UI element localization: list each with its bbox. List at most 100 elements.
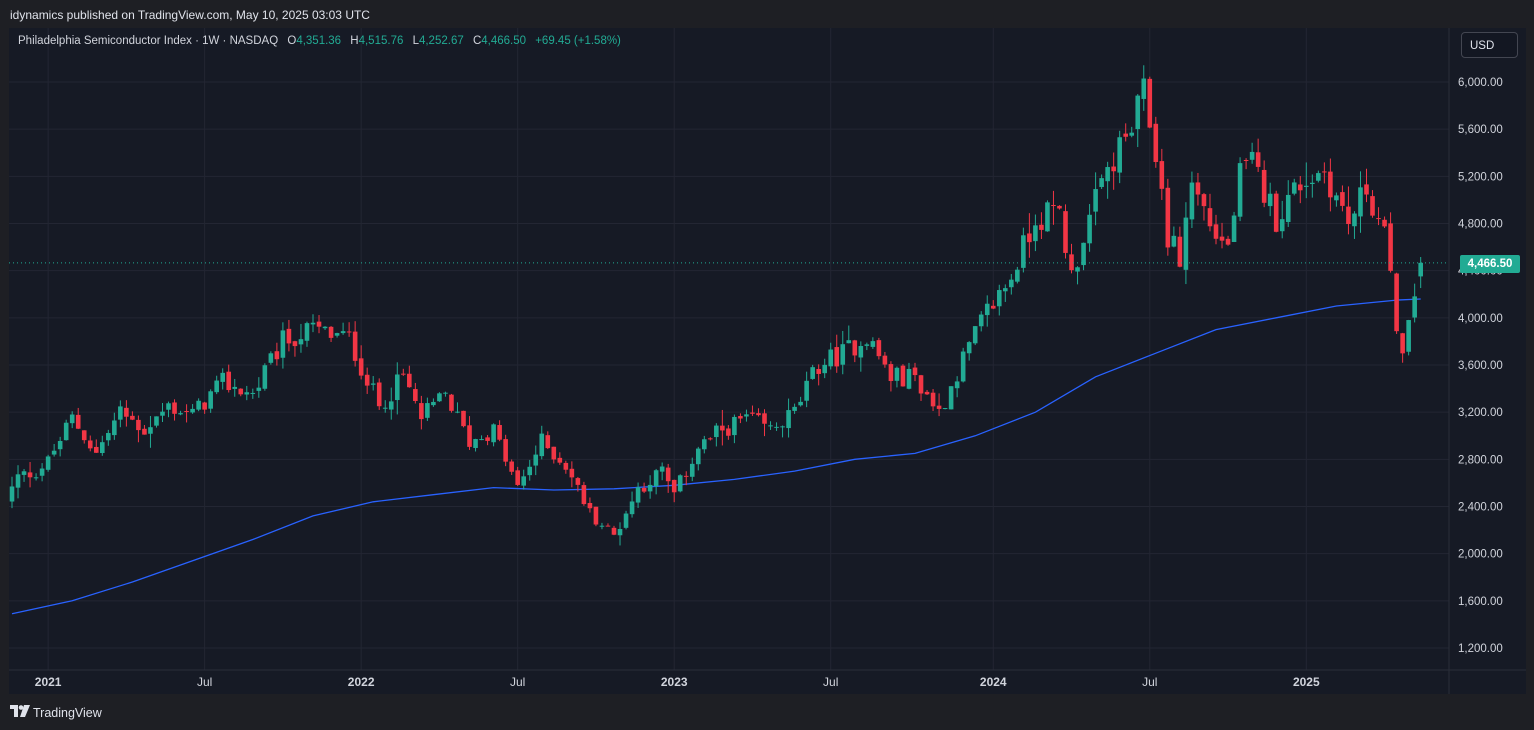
tradingview-logo-icon[interactable]	[10, 705, 30, 717]
y-tick-label: 3,200.00	[1458, 407, 1503, 419]
candle-body	[798, 401, 803, 406]
candle-body	[1400, 333, 1405, 354]
candle-body	[960, 351, 966, 382]
candle-body	[232, 386, 238, 389]
high-key: H	[350, 35, 359, 47]
candle-body	[39, 468, 45, 476]
candle-body	[226, 371, 232, 391]
low-value: 4,252.67	[418, 35, 464, 47]
candle-body	[268, 353, 274, 363]
candle-body	[100, 442, 105, 454]
candle-body	[286, 328, 292, 344]
candle-body	[726, 428, 731, 436]
candle-body	[1195, 182, 1201, 195]
candle-body	[87, 440, 93, 449]
candle-body	[334, 333, 340, 336]
candle-body	[401, 373, 406, 375]
change-value: +69.45 (+1.58%)	[535, 35, 621, 47]
candle-body	[1165, 187, 1171, 248]
candle-body	[413, 389, 418, 402]
candle-body	[954, 381, 960, 389]
price-chart[interactable]: 1,200.00 1,600.00 2,000.00 2,400.00 2,800.00…	[9, 28, 1526, 694]
candle-body	[244, 392, 250, 395]
candle-body	[1412, 296, 1417, 318]
candle-body	[593, 506, 599, 525]
candle-body	[340, 331, 346, 334]
candle-body	[1225, 238, 1231, 245]
candle-body	[882, 355, 888, 365]
symbol-label[interactable]: Philadelphia Semiconductor Index · 1W · …	[18, 35, 279, 47]
candle-body	[671, 479, 677, 493]
candle-body	[659, 466, 665, 472]
currency-button[interactable]: USD	[1461, 32, 1518, 58]
publisher-bar: idynamics published on TradingView.com, …	[0, 0, 1534, 28]
candle-body	[635, 487, 641, 503]
candle-body	[702, 439, 707, 450]
candle-body	[166, 403, 171, 410]
candle-body	[1304, 185, 1309, 187]
candle-body	[894, 367, 900, 381]
candle-body	[118, 406, 123, 420]
candle-body	[918, 375, 924, 394]
candle-body	[1388, 223, 1393, 271]
candle-body	[370, 383, 376, 385]
candle-body	[1358, 187, 1363, 217]
candle-body	[407, 373, 412, 388]
candle-body	[1099, 178, 1104, 187]
candle-body	[599, 525, 605, 527]
chart-legend: Philadelphia Semiconductor Index · 1W · …	[18, 35, 621, 47]
candle-body	[846, 340, 852, 344]
candle-body	[322, 326, 328, 329]
candle-body	[503, 439, 508, 462]
candle-body	[780, 426, 785, 428]
candle-body	[617, 529, 623, 536]
candle-body	[1231, 215, 1237, 242]
candle-body	[178, 413, 183, 415]
candle-body	[160, 411, 165, 416]
candle-body	[376, 382, 382, 407]
candle-body	[1364, 184, 1369, 195]
candle-body	[1171, 235, 1177, 247]
candle-body	[581, 485, 587, 505]
candle-body	[966, 342, 972, 354]
candle-body	[720, 425, 725, 431]
candle-body	[1255, 152, 1261, 167]
candle-body	[419, 403, 424, 420]
candle-body	[256, 387, 262, 391]
candle-body	[431, 401, 436, 406]
chart-area[interactable]: 1,200.00 1,600.00 2,000.00 2,400.00 2,800.00…	[9, 28, 1526, 694]
candle-body	[106, 433, 111, 441]
x-tick-label: 2022	[348, 675, 375, 689]
y-tick-label: 1,200.00	[1458, 643, 1503, 655]
candle-body	[190, 408, 195, 413]
candle-body	[45, 456, 51, 470]
candle-body	[647, 484, 653, 492]
candle-body	[575, 478, 581, 485]
candle-body	[310, 322, 316, 325]
candle-body	[653, 470, 659, 487]
candle-body	[515, 470, 520, 485]
candle-body	[437, 393, 442, 402]
candle-body	[930, 392, 936, 407]
candle-body	[792, 406, 797, 411]
candle-body	[352, 331, 358, 361]
candle-body	[467, 425, 472, 447]
tradingview-brand[interactable]: TradingView	[33, 706, 102, 720]
candle-body	[328, 326, 334, 338]
candle-body	[142, 428, 147, 435]
open-key: O	[287, 35, 297, 47]
candle-body	[900, 365, 906, 387]
candle-body	[816, 369, 821, 374]
candle-body	[280, 330, 286, 358]
candle-body	[172, 402, 177, 414]
candle-body	[1153, 123, 1159, 162]
candle-body	[1057, 205, 1062, 209]
candle-body	[689, 463, 695, 477]
publisher-text: idynamics published on TradingView.com, …	[10, 8, 370, 22]
candle-body	[1376, 218, 1381, 220]
candle-body	[623, 513, 629, 528]
candle-body	[262, 365, 268, 389]
candle-body	[1297, 184, 1303, 191]
y-tick-label: 2,400.00	[1458, 502, 1503, 514]
candle-body	[1147, 78, 1153, 128]
